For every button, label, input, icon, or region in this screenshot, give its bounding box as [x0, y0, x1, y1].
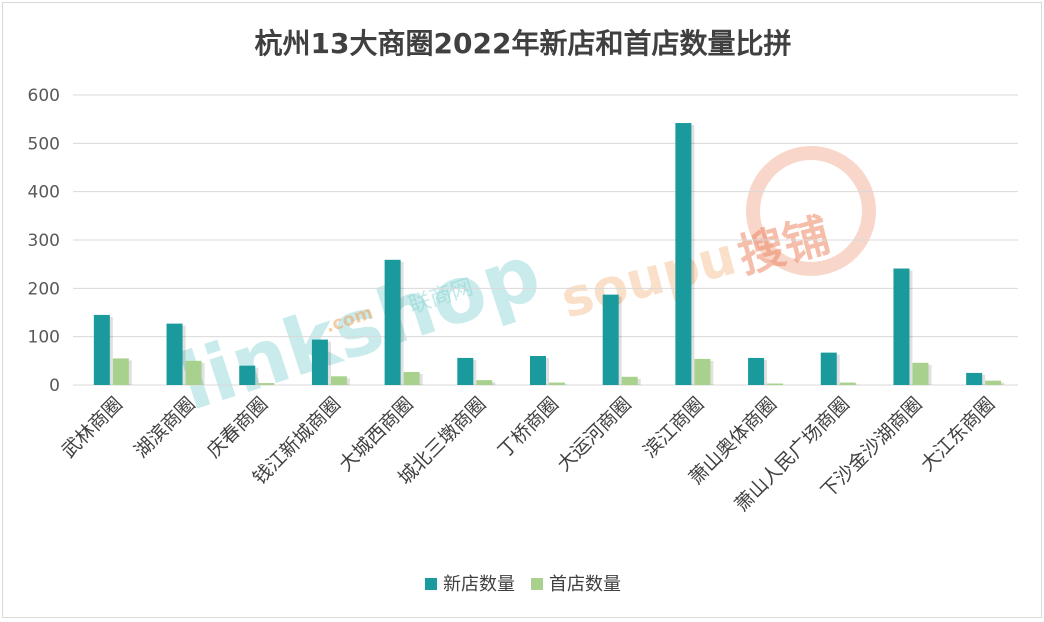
bar-first-stores-3 [331, 376, 347, 385]
legend-label-1: 首店数量 [549, 574, 621, 595]
y-tick-label: 200 [28, 279, 60, 299]
bar-first-stores-10 [840, 383, 856, 385]
bar-first-stores-6 [549, 383, 565, 385]
bar-first-stores-5 [476, 380, 492, 385]
bar-new-stores-9 [748, 358, 764, 385]
legend: 新店数量 首店数量 [425, 574, 621, 595]
bar-first-stores-8 [694, 359, 710, 385]
y-axis-ticks: 0 100 200 300 400 500 600 [28, 86, 60, 396]
bar-first-stores-0 [113, 358, 129, 385]
bar-new-stores-5 [457, 358, 473, 385]
bar-new-stores-11 [893, 269, 909, 385]
y-tick-label: 100 [28, 328, 60, 348]
bar-first-stores-9 [767, 384, 783, 385]
bar-first-stores-12 [985, 381, 1001, 385]
y-tick-label: 300 [28, 231, 60, 251]
bar-new-stores-2 [239, 366, 255, 385]
y-tick-label: 600 [28, 86, 60, 106]
bar-first-stores-11 [912, 363, 928, 385]
category-label: 湖滨商圈 [130, 393, 199, 462]
bar-new-stores-0 [94, 315, 110, 385]
bar-new-stores-12 [966, 373, 982, 385]
y-tick-label: 0 [49, 376, 60, 396]
chart-title: 杭州13大商圈2022年新店和首店数量比拼 [255, 27, 792, 60]
bar-new-stores-8 [675, 123, 691, 385]
bar-new-stores-3 [312, 340, 328, 385]
bar-first-stores-4 [404, 372, 420, 385]
legend-swatch-1 [531, 578, 543, 590]
watermark-text-0: linkshop [169, 228, 551, 429]
legend-label-0: 新店数量 [443, 574, 515, 595]
y-tick-label: 500 [28, 134, 60, 154]
bar-first-stores-2 [258, 383, 274, 385]
watermark-text-3: soupu [555, 227, 742, 331]
bar-new-stores-6 [530, 356, 546, 385]
bar-new-stores-7 [603, 295, 619, 385]
bar-new-stores-1 [167, 324, 183, 385]
legend-swatch-0 [425, 578, 437, 590]
category-label: 武林商圈 [58, 393, 127, 462]
bar-first-stores-1 [186, 361, 202, 385]
bar-first-stores-7 [622, 377, 638, 385]
category-label: 大江东商圈 [916, 393, 999, 476]
bar-new-stores-10 [821, 353, 837, 385]
category-label: 滨江商圈 [639, 393, 708, 462]
category-label: 大运河商圈 [553, 393, 636, 476]
category-label: 丁桥商圈 [494, 393, 563, 462]
bar-new-stores-4 [385, 260, 401, 385]
y-tick-label: 400 [28, 183, 60, 203]
